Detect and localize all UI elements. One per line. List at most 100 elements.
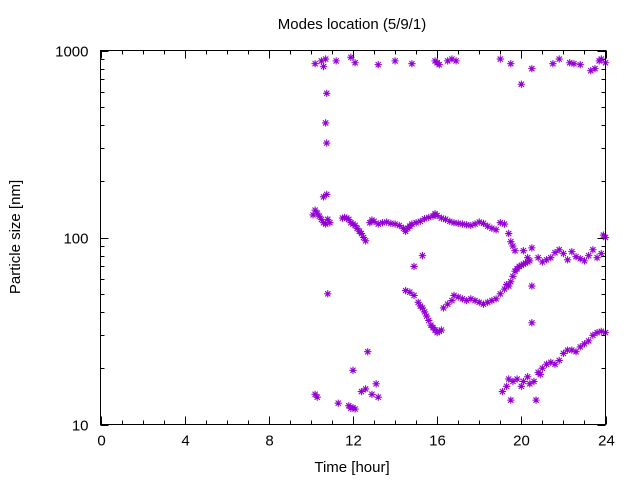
data-point <box>504 229 513 238</box>
data-point <box>555 356 563 365</box>
data-point <box>370 217 378 226</box>
data-point <box>530 377 538 386</box>
data-point <box>551 360 559 368</box>
data-point <box>528 64 536 73</box>
data-point <box>572 252 580 261</box>
x-tick-label: 0 <box>97 433 105 450</box>
x-tick-label: 16 <box>429 433 446 450</box>
data-point <box>309 211 317 219</box>
data-point <box>496 55 505 63</box>
data-point <box>568 346 576 354</box>
data-point <box>511 246 519 255</box>
data-point <box>458 220 467 228</box>
data-point <box>462 220 471 229</box>
data-point <box>563 256 572 264</box>
data-point <box>401 227 410 235</box>
data-point <box>492 295 500 303</box>
data-point <box>324 290 332 298</box>
data-point <box>526 257 534 265</box>
data-point <box>580 340 589 348</box>
x-tick-label: 8 <box>265 433 273 450</box>
data-point <box>488 224 496 233</box>
data-point <box>504 375 513 383</box>
data-point <box>509 242 517 250</box>
data-point <box>368 390 376 399</box>
data-point <box>479 219 488 228</box>
data-point <box>351 58 359 67</box>
data-point <box>399 224 408 233</box>
y-tick-label: 1000 <box>55 44 88 61</box>
data-point <box>408 220 416 228</box>
data-point <box>462 296 471 305</box>
data-point <box>507 59 515 68</box>
data-point <box>334 399 343 407</box>
data-point <box>441 215 450 224</box>
y-tick-label: 10 <box>72 418 89 435</box>
data-point <box>374 60 382 69</box>
data-point <box>345 215 353 224</box>
data-point <box>555 55 563 63</box>
data-point <box>584 337 593 345</box>
data-point <box>357 229 366 238</box>
data-point <box>570 59 578 68</box>
data-point <box>418 304 427 312</box>
data-point <box>414 298 422 307</box>
data-point <box>547 253 555 262</box>
data-point <box>319 193 328 201</box>
data-point <box>559 249 568 258</box>
data-point <box>422 312 431 320</box>
data-point <box>450 218 458 227</box>
data-point <box>498 387 507 396</box>
data-point <box>357 387 366 396</box>
x-axis-label: Time [hour] <box>314 459 389 476</box>
data-point <box>448 55 456 63</box>
data-point <box>496 218 505 227</box>
data-point <box>435 60 444 69</box>
data-point <box>568 247 576 256</box>
data-point <box>496 290 505 298</box>
data-point <box>576 254 584 263</box>
data-point <box>410 262 418 271</box>
data-point <box>507 237 515 246</box>
data-point <box>351 221 359 230</box>
plot-frame <box>100 50 606 425</box>
data-point <box>551 248 559 257</box>
data-point <box>425 213 433 222</box>
data-point <box>322 190 331 199</box>
data-point <box>342 214 351 222</box>
data-point <box>528 319 536 327</box>
data-point <box>542 360 551 368</box>
data-point <box>322 89 331 98</box>
data-point <box>435 327 444 336</box>
data-point <box>433 211 441 220</box>
data-point <box>321 119 330 127</box>
data-point <box>580 257 589 265</box>
data-point <box>391 57 399 65</box>
data-point <box>475 218 483 226</box>
data-point <box>319 62 328 71</box>
data-point <box>576 343 584 351</box>
data-point <box>353 224 361 233</box>
data-point <box>593 328 601 337</box>
data-point <box>517 382 526 391</box>
data-point <box>517 261 526 270</box>
data-point <box>502 382 511 391</box>
data-point <box>536 370 545 379</box>
data-point <box>492 226 500 234</box>
data-point <box>559 349 568 358</box>
data-point <box>454 219 462 228</box>
data-point <box>425 316 433 325</box>
data-point <box>507 277 515 286</box>
data-point <box>311 59 319 68</box>
data-point <box>488 296 496 305</box>
data-point <box>576 60 584 69</box>
data-point <box>448 296 456 305</box>
data-point <box>483 298 492 307</box>
data-point <box>317 215 326 224</box>
data-point <box>418 251 427 260</box>
data-point <box>467 295 475 303</box>
data-point <box>483 222 492 230</box>
data-point <box>374 220 382 228</box>
